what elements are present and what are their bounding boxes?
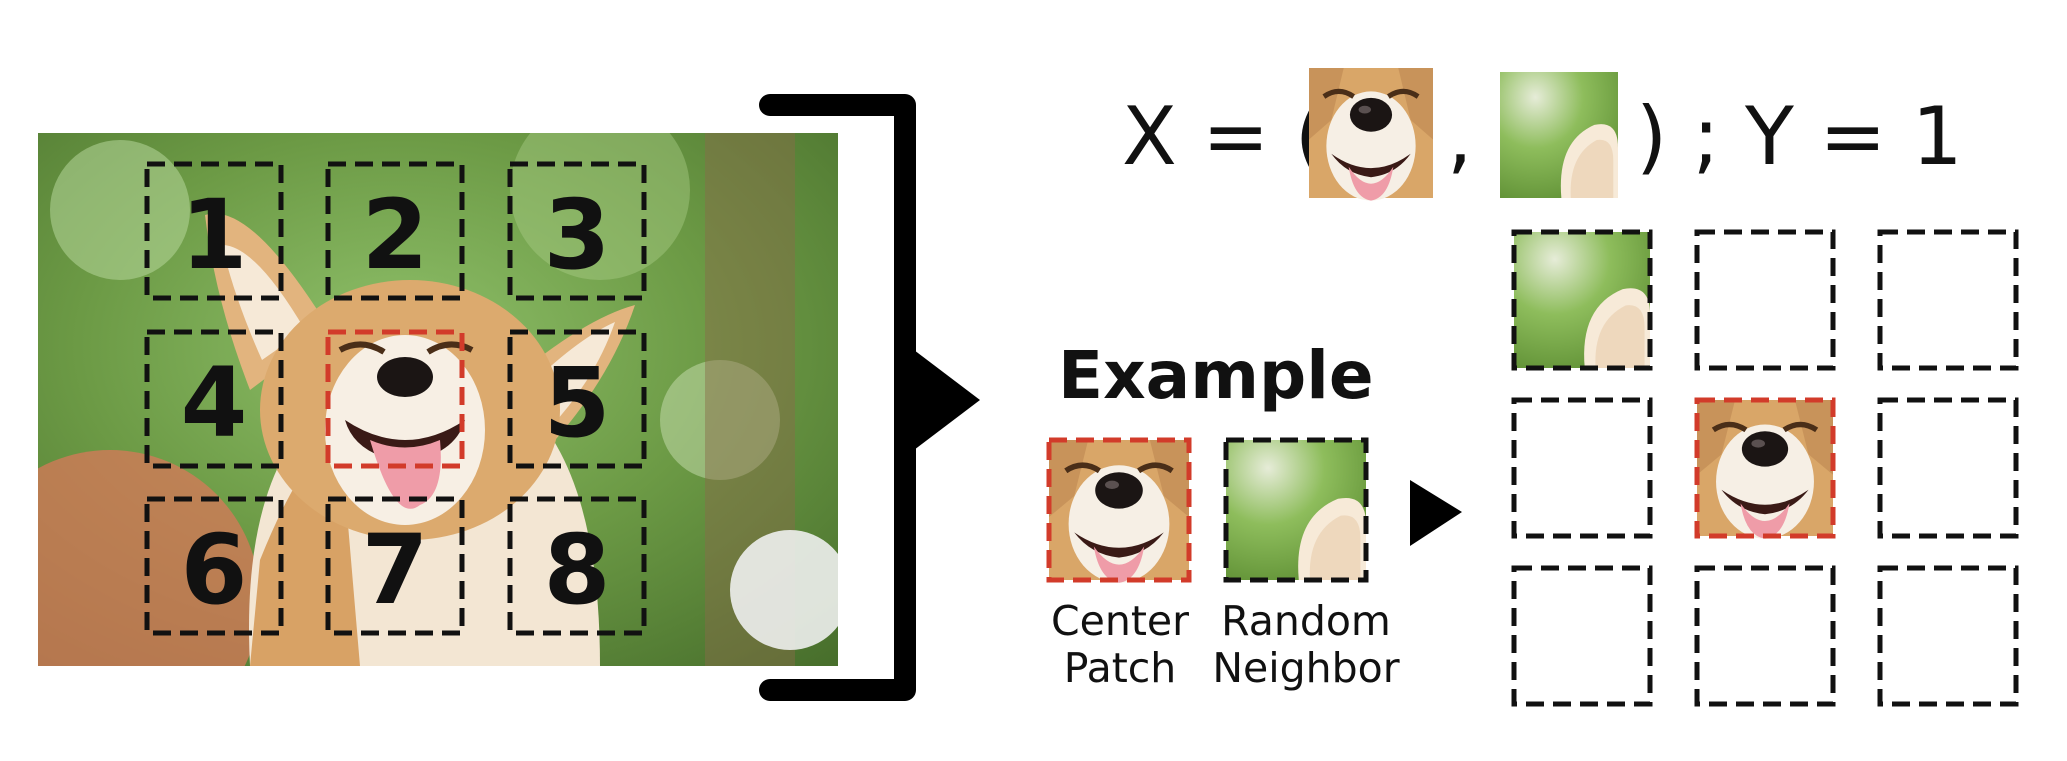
example-center-patch: [1049, 440, 1189, 583]
output-cell-7: [1694, 565, 1836, 707]
equation-comma: ,: [1447, 90, 1472, 183]
example-arrow: [1410, 480, 1462, 546]
patch-label-3: 3: [544, 179, 611, 291]
output-cell-8: [1877, 565, 2019, 707]
patch-8: [507, 496, 647, 636]
patch-label-1: 1: [181, 179, 248, 291]
output-cell-4: [1511, 397, 1653, 539]
equation-x-label: X = (: [1122, 90, 1326, 183]
patch-1: [144, 161, 284, 301]
center-caption-line1: Center: [1051, 597, 1189, 645]
patch-4: [144, 329, 284, 469]
output-cell-3: [1877, 229, 2019, 371]
patch-5: [507, 329, 647, 469]
output-cell-2: [1694, 229, 1836, 371]
patch-label-2: 2: [362, 179, 429, 291]
equation-center-patch: [1309, 68, 1433, 201]
equation: X = ( , ) ; Y = 1: [1122, 68, 1963, 201]
equation-neighbor-patch: [1500, 72, 1618, 198]
patch-grid: 1 2 3 4 5 6 7 8: [144, 161, 647, 636]
patch-label-5: 5: [544, 347, 611, 459]
example-neighbor-patch: [1223, 437, 1369, 583]
patch-label-4: 4: [181, 347, 248, 459]
neighbor-caption-line1: Random: [1221, 597, 1391, 645]
output-grid: [1511, 229, 2019, 707]
neighbor-caption-line2: Neighbor: [1212, 644, 1399, 692]
patch-3: [507, 161, 647, 301]
patch-7: [325, 496, 465, 636]
patch-label-7: 7: [362, 514, 429, 626]
patch-center: [325, 329, 465, 469]
patch-6: [144, 496, 284, 636]
example-title: Example: [1058, 337, 1374, 414]
output-cell-5: [1877, 397, 2019, 539]
equation-close-and-y: ) ; Y = 1: [1636, 90, 1963, 183]
output-cell-6: [1511, 565, 1653, 707]
output-cell-1: [1511, 229, 1653, 371]
center-caption-line2: Patch: [1064, 644, 1177, 692]
patch-label-8: 8: [544, 514, 611, 626]
patch-label-6: 6: [181, 514, 248, 626]
patch-2: [325, 161, 465, 301]
output-cell-center: [1697, 400, 1833, 539]
bracket-arrow: [759, 94, 980, 701]
